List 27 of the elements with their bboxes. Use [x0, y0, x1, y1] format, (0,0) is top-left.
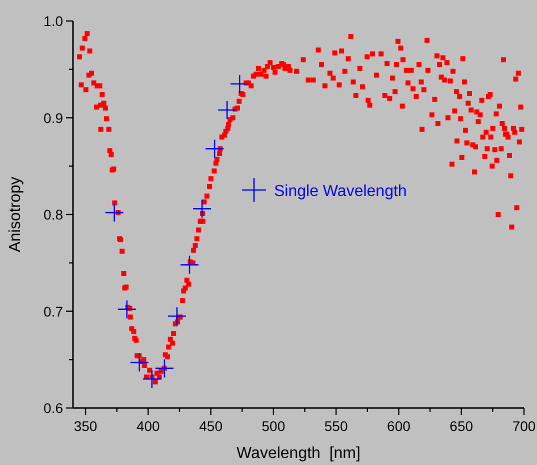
point: [142, 369, 162, 389]
y-tick-label: 0.6: [44, 400, 64, 416]
point: [230, 74, 250, 94]
x-tick-label: 650: [450, 418, 474, 434]
point: [180, 255, 200, 274]
y-tick-label: 0.8: [44, 206, 64, 222]
y-tick-label: 0.9: [44, 110, 64, 126]
x-tick-label: 550: [324, 418, 348, 434]
x-tick-label: 700: [512, 418, 536, 434]
x-tick-label: 350: [74, 418, 98, 434]
x-axis-title: Wavelength [nm]: [236, 445, 360, 462]
legend-label: Single Wavelength: [274, 183, 407, 200]
y-tick-label: 1.0: [44, 13, 64, 29]
x-tick-label: 450: [199, 418, 223, 434]
point: [204, 139, 224, 158]
point: [117, 300, 137, 319]
point: [154, 358, 174, 378]
point: [192, 199, 212, 218]
point: [217, 100, 237, 120]
point: [130, 352, 150, 372]
x-tick-label: 500: [262, 418, 286, 434]
y-tick-label: 0.7: [44, 303, 64, 320]
y-axis-title: Anisotropy: [7, 176, 24, 252]
x-tick-label: 600: [387, 418, 411, 434]
x-tick-label: 400: [136, 418, 160, 434]
point: [104, 202, 124, 222]
point: [167, 306, 187, 326]
